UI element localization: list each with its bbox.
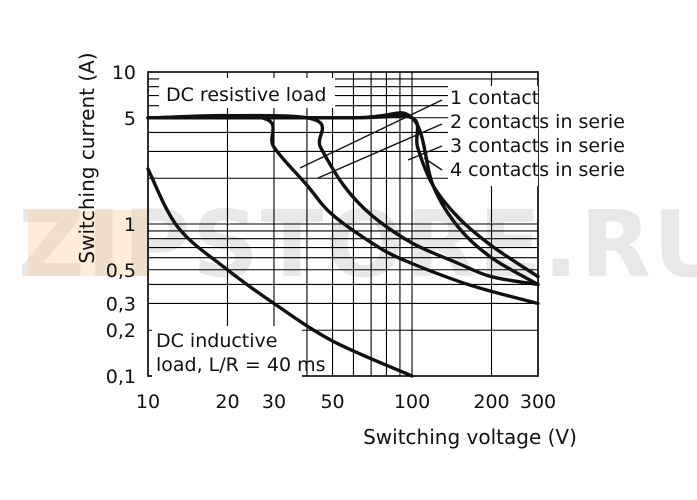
x-tick-label: 30 bbox=[262, 391, 286, 413]
x-tick-label: 200 bbox=[473, 391, 509, 413]
y-tick-label: 1 bbox=[124, 214, 136, 236]
y-tick-label: 0,5 bbox=[106, 260, 136, 282]
series-line-3 bbox=[146, 113, 540, 287]
y-tick-label: 10 bbox=[112, 62, 136, 84]
x-tick-label: 50 bbox=[320, 391, 344, 413]
tick-labels: 10 20 30 50 100 200 300 10 5 1 0,5 0,3 0,2 0,1 Switchi… bbox=[75, 52, 577, 449]
x-tick-label: 300 bbox=[520, 391, 556, 413]
watermark-text: ZIPSTORE.RU bbox=[18, 191, 697, 298]
y-tick-label: 0,2 bbox=[106, 320, 136, 342]
y-axis-title: Switching current (A) bbox=[75, 52, 99, 263]
y-tick-label: 5 bbox=[124, 108, 136, 130]
watermark: ZIPSTORE.RU bbox=[18, 191, 697, 298]
x-tick-label: 100 bbox=[394, 391, 430, 413]
leader-line-4 bbox=[423, 157, 443, 171]
leader-line-2 bbox=[317, 123, 443, 179]
annotation-dc-resistive: DC resistive load bbox=[166, 84, 326, 106]
y-tick-label: 0,3 bbox=[106, 293, 136, 315]
annotation-dc-inductive: DC inductive bbox=[156, 330, 277, 352]
annotation-3-contacts: 3 contacts in serie bbox=[450, 135, 625, 157]
label-bg-resistive bbox=[159, 78, 335, 108]
series-line-5 bbox=[146, 167, 414, 378]
x-tick-label: 20 bbox=[215, 391, 239, 413]
leader-line-1 bbox=[299, 99, 443, 169]
plot-frame bbox=[147, 71, 539, 377]
watermark-accent bbox=[28, 210, 148, 276]
annotation-2-contacts: 2 contacts in serie bbox=[450, 111, 625, 133]
leader-lines bbox=[299, 99, 443, 179]
y-tick-label: 0,1 bbox=[106, 366, 136, 388]
label-bg-contacts bbox=[448, 86, 538, 186]
annotation-dc-inductive-lr: load, L/R = 40 ms bbox=[156, 354, 326, 376]
annotation-1-contact: 1 contact bbox=[450, 87, 539, 109]
label-bg-inductive bbox=[152, 326, 302, 378]
series-line-2 bbox=[146, 113, 540, 279]
x-tick-label: 10 bbox=[136, 391, 160, 413]
leader-line-3 bbox=[407, 145, 443, 161]
x-axis-title: Switching voltage (V) bbox=[363, 425, 577, 449]
annotation-4-contacts: 4 contacts in serie bbox=[450, 159, 625, 181]
curves bbox=[146, 111, 540, 378]
series-line-4 bbox=[146, 113, 540, 306]
